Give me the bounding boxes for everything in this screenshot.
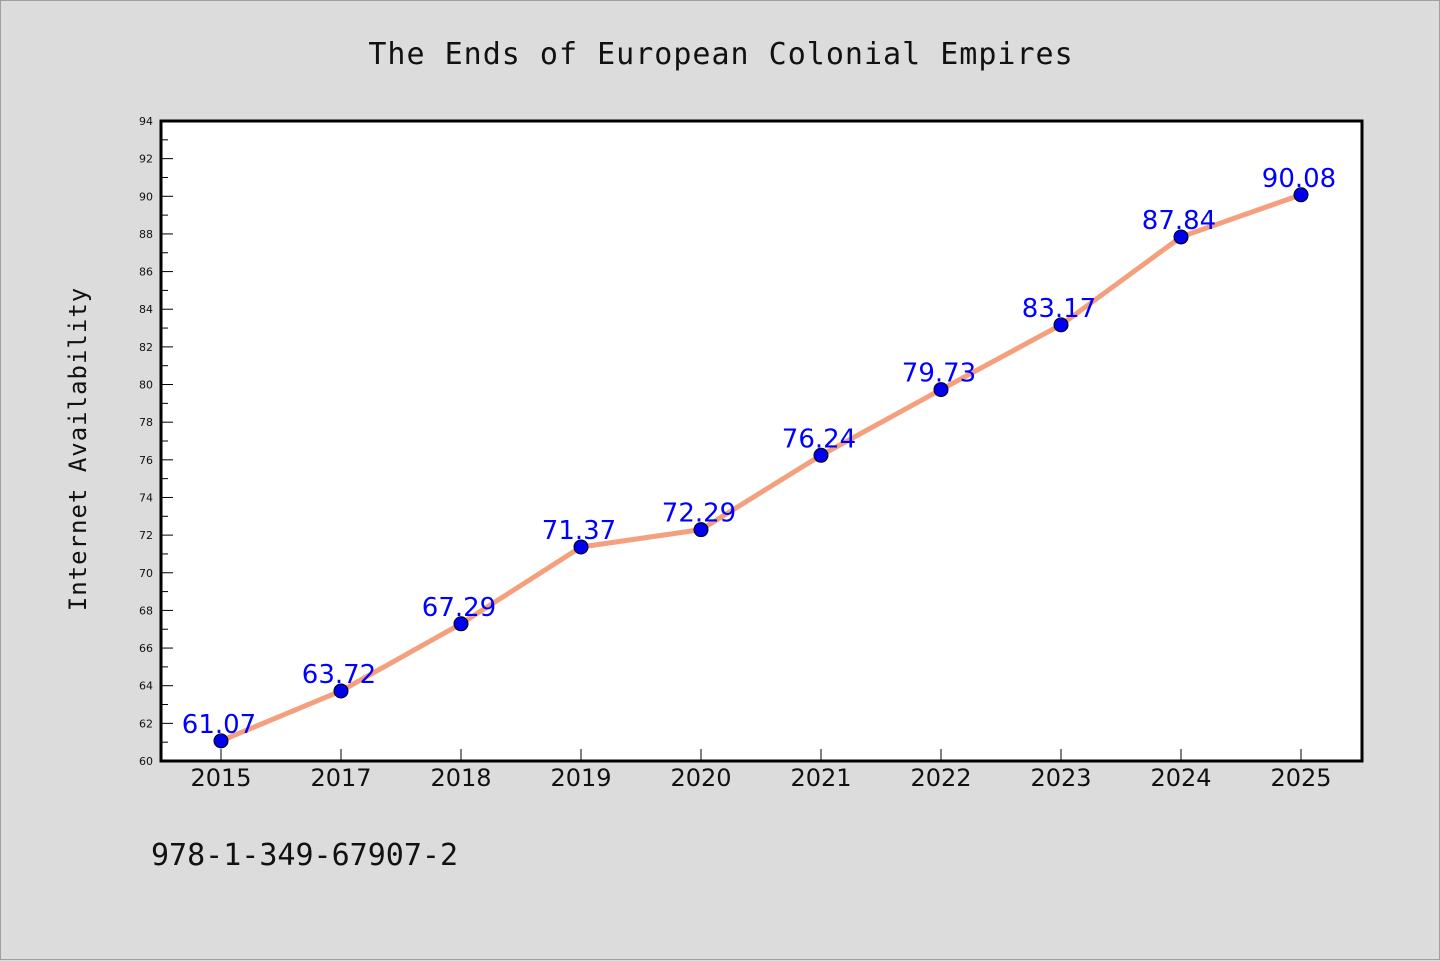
- y-tick-label: 66: [139, 642, 153, 655]
- series-internet-availability: [213, 187, 1309, 749]
- data-label: 61.07: [182, 710, 256, 740]
- y-axis: 60 62 64 66 68 70 72 74 76 78 80 82 84 86 88 90 92 94: [139, 115, 173, 768]
- data-labels: 61.07 63.72 67.29 71.37 72.29 76.24 79.73 83.17…: [182, 164, 1336, 740]
- data-label: 90.08: [1262, 164, 1336, 194]
- y-tick-label: 88: [139, 228, 153, 241]
- data-point: [453, 616, 469, 632]
- data-point: [693, 522, 709, 538]
- y-tick-label: 86: [139, 266, 153, 279]
- series-line: [218, 192, 1304, 744]
- x-tick-label: 2020: [670, 764, 731, 792]
- y-tick-label: 70: [139, 567, 153, 580]
- data-label: 83.17: [1022, 294, 1096, 324]
- data-label: 67.29: [422, 593, 496, 623]
- y-tick-label: 74: [139, 491, 153, 504]
- y-tick-label: 84: [139, 303, 153, 316]
- plot-area: [159, 119, 1364, 763]
- x-tick-label: 2015: [190, 764, 251, 792]
- x-tick-label: 2023: [1030, 764, 1091, 792]
- data-label: 79.73: [902, 359, 976, 389]
- data-label: 76.24: [782, 424, 856, 454]
- data-label: 63.72: [302, 660, 376, 690]
- y-tick-label: 64: [139, 680, 153, 693]
- data-point: [813, 447, 829, 463]
- x-tick-label: 2022: [910, 764, 971, 792]
- data-label: 87.84: [1142, 206, 1216, 236]
- data-point: [933, 382, 949, 398]
- y-tick-label: 60: [139, 755, 153, 768]
- footer-code: 978-1-349-67907-2: [151, 838, 458, 873]
- data-label: 71.37: [542, 516, 616, 546]
- y-axis-label: Internet Availability: [64, 287, 92, 611]
- data-point: [573, 539, 589, 555]
- data-label: 72.29: [662, 499, 736, 529]
- y-tick-label: 90: [139, 190, 153, 203]
- x-tick-label: 2025: [1270, 764, 1331, 792]
- y-tick-label: 62: [139, 717, 153, 730]
- y-tick-label: 80: [139, 379, 153, 392]
- x-tick-label: 2019: [550, 764, 611, 792]
- x-tick-label: 2024: [1150, 764, 1211, 792]
- y-tick-label: 82: [139, 341, 153, 354]
- data-point: [1173, 229, 1189, 245]
- y-tick-label: 72: [139, 529, 153, 542]
- data-point: [333, 683, 349, 699]
- y-tick-label: 92: [139, 153, 153, 166]
- y-tick-label: 94: [139, 115, 153, 128]
- y-tick-label: 68: [139, 604, 153, 617]
- data-point: [1293, 187, 1309, 203]
- y-tick-label: 78: [139, 416, 153, 429]
- data-point: [213, 733, 229, 749]
- data-point: [1053, 317, 1069, 333]
- x-axis: 2015 2017 2018 2019 2020 2021 2022 2023 2024 2025: [190, 749, 1332, 792]
- x-tick-label: 2017: [310, 764, 371, 792]
- chart-title: The Ends of European Colonial Empires: [368, 37, 1073, 72]
- x-tick-label: 2018: [430, 764, 491, 792]
- x-tick-label: 2021: [790, 764, 851, 792]
- y-tick-label: 76: [139, 454, 153, 467]
